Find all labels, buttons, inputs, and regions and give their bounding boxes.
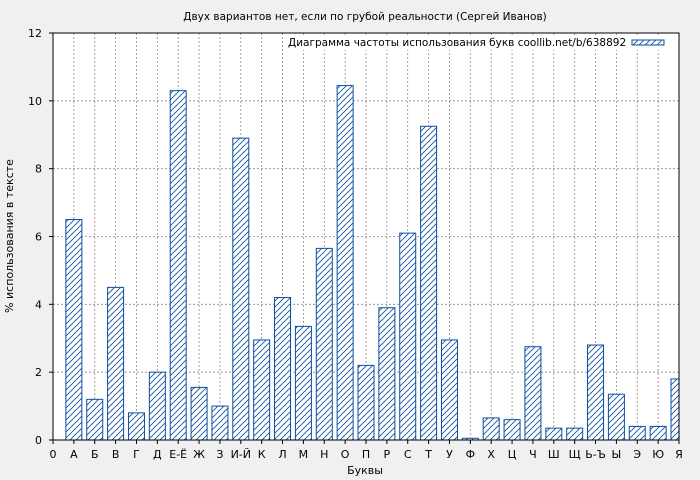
x-tick-label: Ц [508, 448, 517, 461]
x-tick-label: И-Й [231, 448, 251, 461]
bar [336, 85, 354, 441]
x-tick-label: Ч [529, 448, 537, 461]
x-tick-label: Г [133, 448, 140, 461]
x-tick-label: Ш [548, 448, 560, 461]
x-tick-label: Я [675, 448, 683, 461]
x-tick-label: Е-Ё [169, 448, 187, 461]
x-tick-label: У [446, 448, 453, 461]
x-tick-label: Ж [193, 448, 205, 461]
x-tick-label: С [404, 448, 412, 461]
x-tick-label: О [341, 448, 350, 461]
bar [211, 405, 229, 441]
y-tick-label: 6 [35, 231, 42, 244]
bar [274, 297, 292, 441]
y-axis-label: % использования в тексте [3, 159, 16, 313]
x-tick-label: Р [384, 448, 391, 461]
bar [566, 427, 584, 441]
x-axis: 0 А Б В Г Д Е-Ё Ж З И-Й К Л М Н О П Р С Т У Ф Х Ц Ч Ш Щ Ь-Ъ Ы Э Ю Я [50, 440, 683, 461]
bar [587, 344, 605, 441]
legend-label: Диаграмма частоты использования букв coo… [288, 37, 626, 49]
x-tick-label: Ю [652, 448, 664, 461]
bar [190, 386, 208, 441]
bar [482, 417, 500, 441]
bar [357, 364, 375, 441]
bar [315, 247, 333, 441]
bar [169, 90, 187, 441]
x-tick-label: П [362, 448, 370, 461]
bar [607, 393, 625, 441]
x-tick-label: Ы [612, 448, 622, 461]
bar [294, 325, 312, 441]
bar [545, 427, 563, 441]
legend-swatch [631, 39, 665, 46]
x-tick-label: Э [633, 448, 641, 461]
x-tick-label: З [216, 448, 223, 461]
x-tick-label: В [112, 448, 120, 461]
bar [628, 425, 646, 441]
bar [107, 286, 125, 441]
x-tick-label: А [70, 448, 78, 461]
bar [148, 371, 166, 441]
y-tick-label: 0 [35, 434, 42, 447]
x-tick-label: Х [487, 448, 495, 461]
x-tick-label: Н [320, 448, 328, 461]
y-tick-label: 10 [28, 95, 42, 108]
bar [232, 137, 250, 441]
x-tick-label: М [299, 448, 309, 461]
bar [399, 232, 417, 441]
x-tick-label: К [258, 448, 266, 461]
y-tick-label: 2 [35, 366, 42, 379]
bar [524, 346, 542, 441]
x-tick-label: Ф [466, 448, 475, 461]
x-tick-label: 0 [50, 448, 57, 461]
bar [127, 412, 145, 441]
bar [253, 339, 271, 441]
bar [86, 398, 104, 441]
y-tick-label: 12 [28, 27, 42, 40]
bar [420, 125, 438, 441]
y-tick-label: 4 [35, 298, 42, 311]
y-axis: 0 2 4 6 8 10 12 [28, 27, 53, 447]
bar [378, 307, 396, 441]
bar [649, 425, 667, 441]
bar [440, 339, 458, 441]
y-tick-label: 8 [35, 163, 42, 176]
x-tick-label: Т [424, 448, 432, 461]
legend: Диаграмма частоты использования букв coo… [283, 35, 675, 50]
chart-title: Двух вариантов нет, если по грубой реаль… [183, 11, 546, 23]
x-tick-label: Д [153, 448, 162, 461]
x-axis-label: Буквы [347, 464, 383, 477]
bar [503, 419, 521, 441]
legend-box [283, 35, 675, 50]
x-tick-label: Б [91, 448, 99, 461]
bar [65, 219, 83, 441]
x-tick-label: Ь-Ъ [585, 448, 606, 461]
x-tick-label: Щ [569, 448, 581, 461]
bar [670, 378, 680, 441]
x-tick-label: Л [278, 448, 286, 461]
